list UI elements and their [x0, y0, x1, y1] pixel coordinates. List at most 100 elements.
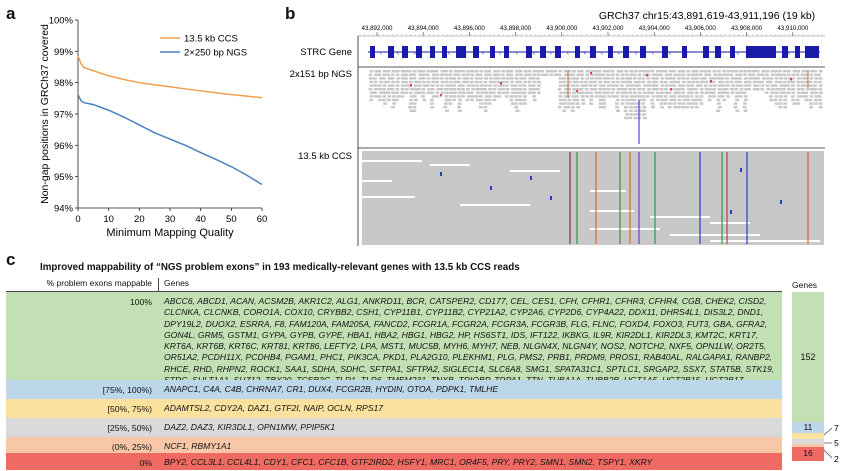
ngs-read [602, 102, 607, 105]
ngs-read [773, 84, 778, 87]
ngs-read [769, 77, 774, 80]
ngs-read [386, 70, 391, 73]
ngs-read [774, 73, 779, 76]
ngs-read [814, 73, 819, 76]
ngs-read [585, 95, 590, 98]
ngs-read [615, 91, 620, 94]
ngs-read [496, 77, 501, 80]
ngs-read [401, 77, 405, 80]
ngs-read [726, 70, 731, 73]
ngs-read [703, 77, 707, 80]
ngs-read [386, 91, 391, 94]
ngs-read [537, 91, 541, 94]
ngs-read [514, 106, 518, 109]
ngs-read [713, 73, 718, 76]
row-pct: [75%, 100%) [6, 380, 158, 399]
table-title: Improved mappability of “NGS problem exo… [40, 262, 520, 273]
ngs-read [387, 95, 392, 98]
ngs-read [735, 84, 740, 87]
ngs-read [800, 73, 805, 76]
ngs-read [439, 77, 444, 80]
ngs-read [484, 91, 489, 94]
ngs-read [681, 70, 686, 73]
ngs-read [786, 84, 791, 87]
ngs-read [452, 95, 457, 98]
ngs-read [805, 88, 810, 91]
ngs-read [633, 106, 638, 109]
row-pct: [50%, 75%) [6, 399, 158, 418]
ngs-read [796, 88, 801, 91]
ruler-tick-label: 43,906,000 [685, 25, 717, 32]
ngs-read [373, 95, 378, 98]
col-header-genes: Genes [164, 278, 190, 288]
ngs-read [690, 73, 695, 76]
ngs-read [536, 70, 541, 73]
ngs-read [444, 77, 449, 80]
ngs-read [809, 106, 813, 109]
ccs-insertion [740, 168, 742, 172]
ngs-read [601, 73, 606, 76]
ngs-read [518, 95, 522, 98]
ngs-read [730, 91, 735, 94]
ngs-read [602, 70, 607, 73]
ngs-read [708, 91, 713, 94]
ngs-read [589, 98, 593, 102]
ngs-read [632, 77, 637, 80]
ngs-read [755, 84, 760, 87]
ngs-read [739, 84, 744, 87]
ngs-read [557, 106, 562, 109]
ngs-read [518, 102, 523, 105]
ngs-read [641, 102, 646, 105]
ngs-read [778, 98, 783, 102]
ngs-read [768, 80, 773, 84]
ngs-read [584, 88, 589, 91]
x-tick-label: 0 [75, 214, 80, 225]
ngs-read [659, 80, 664, 84]
ngs-read [522, 98, 527, 102]
ngs-read [778, 106, 783, 109]
ngs-read [712, 88, 717, 91]
ngs-read [629, 109, 633, 112]
ngs-read [669, 98, 674, 102]
ngs-read [660, 70, 664, 73]
ngs-read [664, 73, 669, 76]
gene-exon [623, 46, 629, 58]
ngs-read [796, 91, 801, 94]
ngs-read [804, 98, 809, 102]
ngs-read [461, 70, 466, 73]
ngs-read [814, 91, 819, 94]
ngs-read [544, 73, 549, 76]
ngs-read [444, 70, 448, 73]
ngs-read [369, 98, 374, 102]
ngs-read [496, 80, 501, 84]
ngs-read [818, 88, 823, 91]
ngs-read [642, 109, 647, 112]
ccs-read-gap [590, 190, 626, 192]
ngs-read [796, 70, 801, 73]
ngs-read [790, 95, 795, 98]
ngs-read [404, 91, 408, 94]
ngs-read [593, 84, 598, 87]
ngs-read [660, 106, 665, 109]
ngs-read [395, 80, 400, 84]
ngs-read [452, 98, 456, 102]
ngs-read [409, 77, 413, 80]
ngs-read [522, 77, 527, 80]
ngs-read [518, 91, 523, 94]
ngs-read [478, 77, 483, 80]
ngs-read [611, 80, 616, 84]
ngs-read [581, 102, 586, 105]
ngs-read [809, 77, 814, 80]
browser-title: GRCh37 chr15:43,891,619-43,911,196 (19 k… [599, 10, 815, 22]
ngs-read [515, 109, 520, 112]
ngs-read [614, 102, 619, 105]
ngs-read [698, 98, 703, 102]
ngs-read [435, 73, 440, 76]
ngs-read [659, 88, 664, 91]
gene-exon [746, 46, 776, 58]
ngs-read [505, 91, 510, 94]
gene-exon [473, 46, 479, 58]
ngs-read [483, 80, 488, 84]
ngs-read [497, 84, 502, 87]
ruler-tick-label: 43,896,000 [454, 25, 486, 32]
